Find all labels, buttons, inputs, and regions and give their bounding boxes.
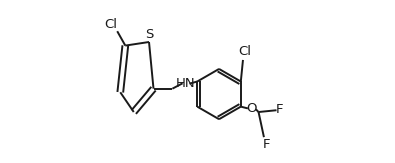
Text: O: O: [246, 102, 257, 115]
Text: Cl: Cl: [104, 18, 117, 31]
Text: Cl: Cl: [238, 45, 251, 58]
Text: S: S: [145, 28, 153, 41]
Text: F: F: [263, 138, 271, 151]
Text: F: F: [276, 103, 284, 116]
Text: HN: HN: [176, 77, 196, 90]
